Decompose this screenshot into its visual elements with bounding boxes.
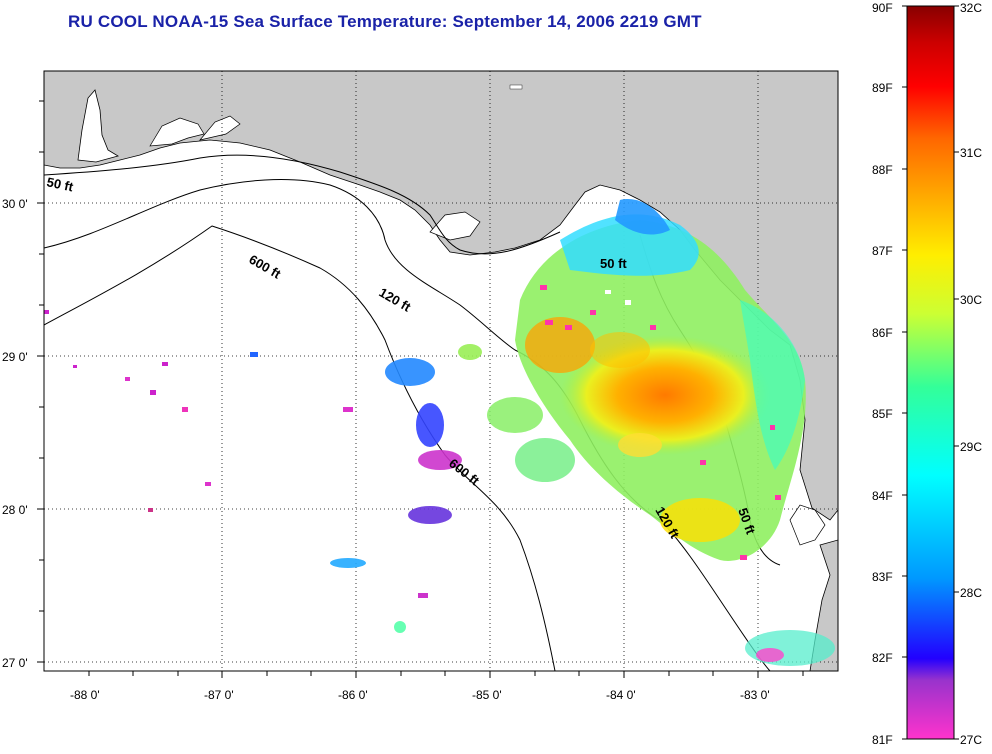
map-panel: 50 ft 600 ft 120 ft 50 ft 600 ft 120 ft … [44, 71, 838, 671]
colorbar: 90F 89F 88F 87F 86F 85F 84F 83F 82F 81F … [872, 1, 982, 747]
cbar-f-86: 86F [872, 326, 893, 340]
cbar-f-81: 81F [872, 733, 893, 747]
cbar-c-28: 28C [960, 586, 982, 600]
cbar-f-85: 85F [872, 407, 893, 421]
lon-label-84: -84 0' [606, 688, 636, 702]
sst-field [44, 84, 835, 666]
cbar-c-32: 32C [960, 1, 982, 15]
tampa-bay [789, 504, 826, 546]
contour-120ft-north [44, 179, 771, 671]
pensacola-bay [149, 117, 205, 147]
cbar-f-82: 82F [872, 651, 893, 665]
map-title: RU COOL NOAA-15 Sea Surface Temperature:… [68, 12, 702, 31]
longitude-labels: -88 0' -87 0' -86 0' -85 0' -84 0' -83 0… [70, 688, 770, 702]
contour-50ft-north [44, 154, 561, 255]
cbar-f-87: 87F [872, 244, 893, 258]
axis-ticks [37, 100, 804, 678]
cbar-c-29: 29C [960, 440, 982, 454]
cbar-f-88: 88F [872, 163, 893, 177]
cbar-c-31: 31C [960, 146, 982, 160]
cbar-c-27: 27C [960, 733, 982, 747]
cbar-f-90: 90F [872, 1, 893, 15]
lat-label-28: 28 0' [2, 503, 28, 517]
lon-label-88: -88 0' [70, 688, 100, 702]
lat-label-30: 30 0' [2, 197, 28, 211]
contour-label-4: 50 ft [600, 256, 627, 271]
latitude-labels: 30 0' 29 0' 28 0' 27 0' [2, 197, 28, 670]
contour-label-1: 50 ft [45, 174, 75, 194]
lon-label-87: -87 0' [204, 688, 234, 702]
lat-label-27: 27 0' [2, 656, 28, 670]
contour-600ft [44, 225, 556, 671]
cbar-f-89: 89F [872, 81, 893, 95]
cbar-c-30: 30C [960, 293, 982, 307]
cbar-f-84: 84F [872, 489, 893, 503]
mobile-bay [77, 89, 120, 163]
map-border [43, 70, 839, 672]
lon-label-86: -86 0' [338, 688, 368, 702]
lon-label-85: -85 0' [472, 688, 502, 702]
cbar-f-83: 83F [872, 570, 893, 584]
lat-label-29: 29 0' [2, 350, 28, 364]
lon-label-83: -83 0' [740, 688, 770, 702]
apalachicola-bay [429, 211, 481, 241]
colorbar-gradient [906, 5, 955, 740]
